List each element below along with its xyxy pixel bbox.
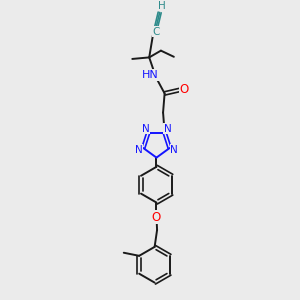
Text: O: O: [180, 83, 189, 96]
Text: N: N: [164, 124, 171, 134]
Text: O: O: [152, 211, 161, 224]
Text: H: H: [158, 1, 166, 11]
Text: C: C: [152, 26, 160, 37]
Text: N: N: [135, 145, 142, 154]
Text: N: N: [142, 124, 149, 134]
Text: HN: HN: [142, 70, 159, 80]
Text: N: N: [170, 145, 178, 154]
